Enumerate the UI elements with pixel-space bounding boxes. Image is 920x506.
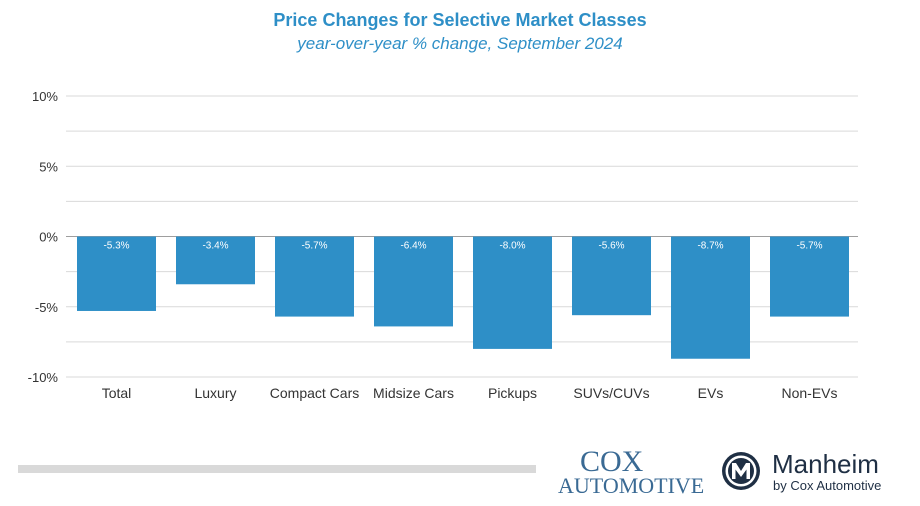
bar bbox=[275, 236, 354, 317]
data-label: -5.6% bbox=[598, 241, 624, 252]
bar bbox=[572, 236, 651, 316]
x-tick-label: Total bbox=[102, 385, 132, 401]
x-tick-label: Pickups bbox=[488, 385, 537, 401]
manheim-m-icon bbox=[722, 452, 760, 490]
data-label: -8.7% bbox=[697, 241, 723, 252]
bar bbox=[770, 236, 849, 317]
data-label: -5.3% bbox=[103, 241, 129, 252]
chart-subtitle: year-over-year % change, September 2024 bbox=[297, 34, 623, 53]
data-label: -5.7% bbox=[301, 241, 327, 252]
bar bbox=[671, 236, 750, 359]
cox-automotive-logo: Cox Automotive bbox=[558, 445, 705, 498]
bar-chart: 10% 5% 0% -5% -10% -5.3% Total -3.4% Luxury -5.7%… bbox=[28, 89, 858, 401]
y-tick-label: -5% bbox=[35, 300, 59, 315]
x-tick-label: Compact Cars bbox=[270, 385, 359, 401]
data-label: -6.4% bbox=[400, 241, 426, 252]
bar bbox=[77, 236, 156, 311]
bar bbox=[473, 236, 552, 349]
cox-logo-line2: Automotive bbox=[558, 473, 705, 498]
x-tick-label: Midsize Cars bbox=[373, 385, 454, 401]
footer-divider bbox=[18, 465, 536, 473]
y-tick-label: 5% bbox=[39, 159, 58, 174]
manheim-tagline: by Cox Automotive bbox=[773, 478, 882, 493]
manheim-name: Manheim bbox=[772, 449, 879, 479]
data-label: -5.7% bbox=[796, 241, 822, 252]
x-tick-label: Non-EVs bbox=[781, 385, 837, 401]
y-tick-label: 10% bbox=[32, 89, 58, 104]
y-tick-label: 0% bbox=[39, 230, 58, 245]
cox-logo-line1: Cox bbox=[580, 445, 644, 478]
x-tick-label: EVs bbox=[698, 385, 724, 401]
x-tick-label: SUVs/CUVs bbox=[573, 385, 649, 401]
bar bbox=[374, 236, 453, 327]
data-label: -3.4% bbox=[202, 241, 228, 252]
chart-title: Price Changes for Selective Market Class… bbox=[273, 10, 647, 30]
bar bbox=[176, 236, 255, 285]
data-label: -8.0% bbox=[499, 241, 525, 252]
y-tick-label: -10% bbox=[28, 370, 59, 385]
x-tick-label: Luxury bbox=[194, 385, 236, 401]
